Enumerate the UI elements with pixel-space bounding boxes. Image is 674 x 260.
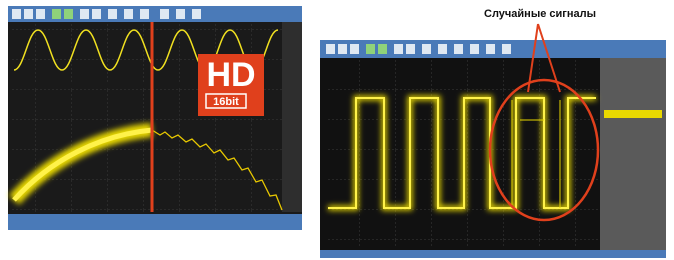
annotation-text: Случайные сигналы (484, 8, 596, 20)
right-window (320, 40, 666, 258)
logo-subtitle: 16bit (213, 96, 239, 108)
screenshot: HD 16bit Случайные сигналы (0, 0, 674, 260)
logo-title: HD (206, 56, 255, 94)
status-bar (320, 250, 666, 258)
left-window: HD 16bit (8, 6, 302, 230)
side-highlight (604, 110, 662, 118)
page: HD 16bit Случайные сигналы (() => { cons… (0, 0, 674, 260)
side-panel (600, 58, 666, 250)
side-panel (282, 22, 302, 212)
hd-logo: HD 16bit (198, 54, 264, 116)
status-bar (8, 214, 302, 230)
